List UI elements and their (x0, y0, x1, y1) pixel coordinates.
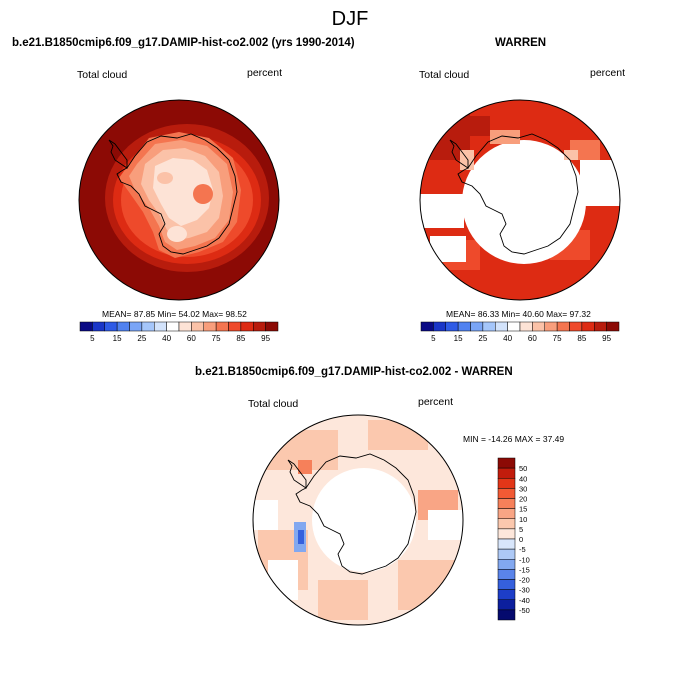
model-variable-label: Total cloud (77, 69, 128, 81)
model-colorbar-box (154, 321, 167, 332)
diff-colorbar-box (497, 609, 516, 621)
model-colorbar-box (129, 321, 143, 332)
model-colorbar-box (104, 321, 118, 332)
diff-colorbar-label: 30 (519, 484, 527, 493)
obs-colorbar-box (544, 321, 558, 332)
diff-colorbar-box (497, 559, 516, 570)
model-panel-header: b.e21.B1850cmip6.f09_g17.DAMIP-hist-co2.… (12, 37, 355, 49)
diff-stats: MIN = -14.26 MAX = 37.49 (463, 434, 565, 444)
obs-colorbar-label: 15 (454, 334, 463, 343)
obs-units-label: percent (590, 67, 626, 79)
diff-colorbar-box (497, 457, 516, 469)
obs-colorbar-label: 85 (577, 334, 586, 343)
diff-colorbar-label: -20 (519, 576, 530, 585)
model-units-label: percent (247, 67, 283, 79)
model-colorbar-box (141, 321, 155, 332)
diff-variable-label: Total cloud (248, 398, 299, 410)
diff-colorbar-box (497, 508, 516, 519)
diff-colorbar-box (497, 488, 516, 499)
obs-colorbar-box (507, 321, 521, 332)
diff-colorbar-box (497, 467, 516, 479)
model-colorbar-box (240, 321, 254, 332)
model-colorbar-box (116, 321, 130, 332)
obs-colorbar-box (532, 321, 545, 332)
diff-colorbar-box (497, 498, 516, 509)
obs-colorbar-label: 25 (478, 334, 487, 343)
diff-colorbar-label: 5 (519, 525, 523, 534)
model-colorbar-label: 60 (187, 334, 196, 343)
obs-colorbar-label: 5 (431, 334, 436, 343)
obs-colorbar-label: 75 (553, 334, 562, 343)
obs-colorbar-label: 60 (528, 334, 537, 343)
obs-colorbar-box (581, 321, 595, 332)
model-colorbar-box (166, 321, 180, 332)
diff-colorbar-box (497, 518, 516, 530)
obs-colorbar-box (457, 321, 471, 332)
diff-units-label: percent (418, 396, 454, 408)
diff-colorbar-box (497, 569, 516, 580)
diff-map (252, 414, 464, 626)
model-colorbar-box (92, 321, 105, 332)
model-colorbar-box (178, 321, 192, 332)
obs-colorbar-box (420, 321, 434, 332)
model-colorbar-label: 85 (236, 334, 245, 343)
diff-panel-header: b.e21.B1850cmip6.f09_g17.DAMIP-hist-co2.… (195, 366, 513, 378)
obs-colorbar-label: 95 (602, 334, 611, 343)
diff-colorbar-label: -30 (519, 586, 530, 595)
obs-colorbar-box (482, 321, 496, 332)
diff-colorbar-label: -50 (519, 606, 530, 615)
model-colorbar-box (215, 321, 229, 332)
obs-variable-label: Total cloud (419, 69, 470, 81)
obs-colorbar-box (606, 321, 620, 332)
obs-colorbar-label: 40 (503, 334, 512, 343)
diff-colorbar-box (497, 478, 516, 489)
model-stats: MEAN= 87.85 Min= 54.02 Max= 98.52 (102, 309, 247, 319)
obs-colorbar-box (445, 321, 459, 332)
obs-stats: MEAN= 86.33 Min= 40.60 Max= 97.32 (446, 309, 591, 319)
diff-colorbar-label: 15 (519, 505, 527, 514)
diff-colorbar-label: 20 (519, 495, 527, 504)
diff-colorbar-box (497, 579, 516, 590)
obs-colorbar-box (594, 321, 607, 332)
obs-colorbar-box (433, 321, 446, 332)
diff-colorbar-label: -15 (519, 565, 530, 574)
obs-colorbar-box (495, 321, 508, 332)
model-colorbar-label: 40 (162, 334, 171, 343)
model-colorbar-box (203, 321, 217, 332)
diff-colorbar-box (497, 599, 516, 611)
obs-map (419, 99, 621, 301)
diff-colorbar-label: 50 (519, 464, 527, 473)
diff-colorbar-label: -10 (519, 555, 530, 564)
diff-colorbar-box (497, 528, 516, 540)
obs-colorbar-box (470, 321, 484, 332)
obs-colorbar-box (569, 321, 583, 332)
diff-colorbar-label: -5 (519, 545, 526, 554)
model-colorbar-box (265, 321, 279, 332)
page-title: DJF (331, 8, 369, 30)
obs-colorbar: 5 15 25 40 60 75 85 95 (420, 321, 620, 343)
diff-colorbar-label: -40 (519, 596, 530, 605)
diff-colorbar-label: 0 (519, 535, 523, 544)
model-colorbar: 5 15 25 40 60 75 85 95 (79, 321, 279, 343)
model-map (78, 99, 280, 301)
diff-colorbar-box (497, 538, 516, 550)
model-colorbar-box (253, 321, 266, 332)
model-colorbar-box (228, 321, 242, 332)
model-colorbar-label: 25 (137, 334, 146, 343)
diff-colorbar-label: 40 (519, 474, 527, 483)
model-colorbar-label: 75 (212, 334, 221, 343)
obs-colorbar-box (556, 321, 570, 332)
diff-colorbar-label: 10 (519, 515, 527, 524)
model-colorbar-label: 5 (90, 334, 95, 343)
diff-colorbar-box (497, 589, 516, 600)
model-colorbar-box (79, 321, 93, 332)
diff-colorbar-box (497, 548, 516, 560)
model-colorbar-box (191, 321, 204, 332)
obs-panel-header: WARREN (495, 37, 547, 49)
model-colorbar-label: 95 (261, 334, 270, 343)
obs-colorbar-box (519, 321, 533, 332)
model-colorbar-label: 15 (113, 334, 122, 343)
